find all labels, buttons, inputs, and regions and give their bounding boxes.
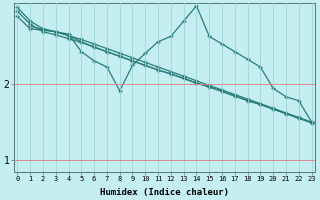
X-axis label: Humidex (Indice chaleur): Humidex (Indice chaleur) xyxy=(100,188,229,197)
